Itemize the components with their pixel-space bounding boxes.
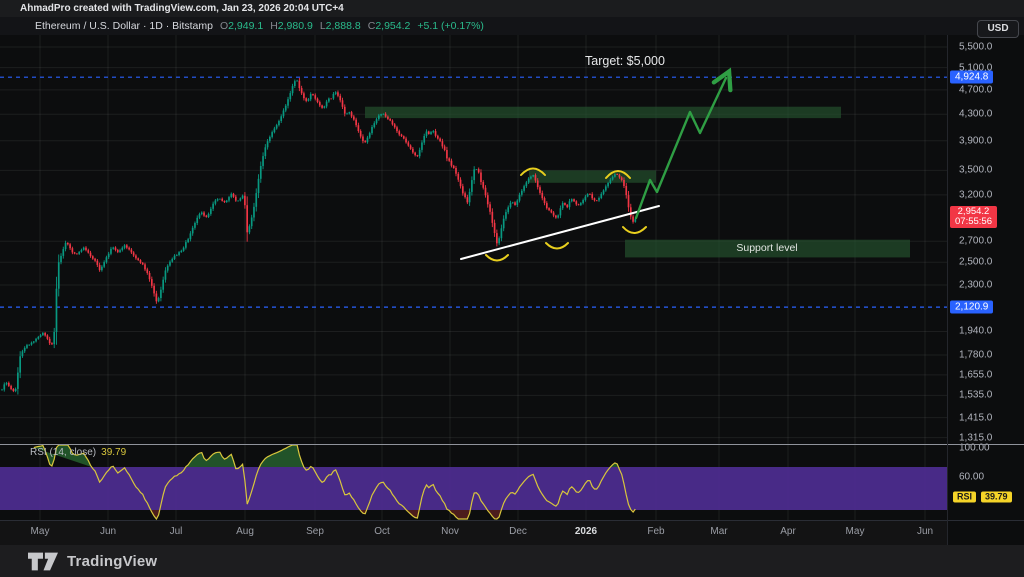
time-tick-label: Jul (169, 526, 183, 537)
rsi-oversold-fill (150, 510, 635, 519)
support-zone[interactable] (625, 239, 910, 258)
rsi-band (0, 467, 947, 510)
time-tick-label: Jun (916, 526, 934, 537)
attribution-bar: AhmadPro created with TradingView.com, J… (0, 0, 1024, 17)
price-tick-label: 2,700.0 (959, 235, 993, 247)
rsi-value: 39.79 (101, 447, 127, 458)
highlight-arc[interactable] (485, 254, 509, 262)
ohlc-value: 2,949.1 (228, 20, 264, 32)
ohlc-value: 2,980.9 (277, 20, 313, 32)
time-tick-label: May (30, 526, 50, 537)
ohlc-key: C (367, 20, 376, 32)
price-axis[interactable]: 5,500.0 5,100.0 4,700.0 4,300.0 3,900.0 3,500… (947, 17, 1024, 545)
rsi-overbought-fill (33, 445, 619, 467)
price-tick-label: 1,940.0 (959, 325, 993, 337)
price-tick-label: 5,100.0 (959, 62, 993, 74)
price-tick-label: 3,900.0 (959, 135, 993, 147)
rsi-line (33, 444, 636, 520)
target-annotation-label[interactable]: Target: $5,000 (585, 54, 665, 68)
ohlc-key: O (219, 20, 229, 32)
gridlines (0, 35, 947, 520)
price-tick-label: 3,200.0 (959, 189, 993, 201)
ohlc-key: L (319, 20, 326, 32)
price-tick-label: 2,300.0 (959, 279, 993, 291)
tradingview-logo-icon (28, 552, 58, 571)
price-tick-label: 4,700.0 (959, 84, 993, 96)
time-tick-label: Dec (509, 526, 527, 537)
time-tick-label: Sep (306, 526, 324, 537)
ohlc-value: 2,888.8 (325, 20, 361, 32)
time-tick-label: Jun (99, 526, 117, 537)
price-axis-separator (947, 17, 948, 545)
symbol-title[interactable]: Ethereum / U.S. Dollar · 1D · Bitstamp (35, 20, 213, 32)
last-price-badge: 2,954.2 07:55:56 (950, 205, 997, 228)
time-axis[interactable]: May Jun Jul Aug Sep Oct Nov Dec 2026 Feb Mar Apr May… (0, 521, 1024, 545)
time-tick-label: Oct (374, 526, 390, 537)
support-zone-label[interactable]: Support level (736, 242, 798, 254)
price-level-badge: 2,120.9 (950, 300, 994, 314)
time-tick-label: May (845, 526, 865, 537)
tradingview-logo-text: TradingView (67, 553, 158, 570)
currency-toggle-button[interactable]: USD (977, 20, 1019, 38)
footer-bar: TradingView (0, 545, 1024, 577)
price-tick-label: 1,780.0 (959, 349, 993, 361)
time-tick-label: Mar (710, 526, 728, 537)
attribution-text: AhmadPro created with TradingView.com, J… (20, 3, 344, 14)
change-value: +5.1 (+0.17%) (417, 20, 484, 32)
ohlc-key: H (270, 20, 278, 32)
rsi-badge-name: RSI (953, 491, 977, 503)
tradingview-logo[interactable]: TradingView (28, 552, 157, 571)
time-tick-label: Nov (441, 526, 459, 537)
time-tick-label: Aug (236, 526, 254, 537)
rsi-indicator-title[interactable]: RSI (14, close) 39.79 (30, 447, 126, 458)
chart-canvas[interactable] (0, 0, 947, 520)
price-tick-label: 2,500.0 (959, 256, 993, 268)
price-tick-label: 5,500.0 (959, 41, 993, 53)
highlight-arc[interactable] (605, 170, 631, 179)
price-tick-label: 1,415.0 (959, 412, 993, 424)
highlight-arc[interactable] (545, 242, 569, 250)
price-tick-label: 4,300.0 (959, 108, 993, 120)
time-tick-label: Apr (780, 526, 796, 537)
time-axis-separator (0, 520, 1024, 521)
resistance-zone-2[interactable] (529, 170, 656, 183)
rsi-tick-label: 100.00 (959, 442, 990, 454)
price-tick-label: 1,535.0 (959, 389, 993, 401)
pane-separator[interactable] (0, 444, 1024, 445)
highlight-arc[interactable] (622, 226, 647, 234)
projection-arrow[interactable] (634, 67, 733, 220)
price-tick-label: 3,500.0 (959, 164, 993, 176)
price-level-badge: 4,924.8 (950, 70, 994, 84)
rsi-label: RSI (14, close) (30, 447, 97, 458)
time-tick-label: Feb (647, 526, 665, 537)
ohlc-value: 2,954.2 (375, 20, 411, 32)
trendline[interactable] (460, 205, 660, 260)
price-tick-label: 1,315.0 (959, 432, 993, 444)
rsi-tick-label: 60.00 (959, 471, 985, 483)
price-tick-label: 1,655.0 (959, 369, 993, 381)
candlesticks (1, 77, 637, 395)
rsi-badge-value: 39.79 (981, 491, 1012, 503)
highlight-arc[interactable] (520, 167, 546, 176)
resistance-zone-1[interactable] (365, 106, 841, 119)
price-and-rsi-panes[interactable] (0, 0, 947, 520)
symbol-bar: Ethereum / U.S. Dollar · 1D · Bitstamp O2… (0, 17, 1024, 35)
time-tick-label: 2026 (574, 526, 598, 537)
